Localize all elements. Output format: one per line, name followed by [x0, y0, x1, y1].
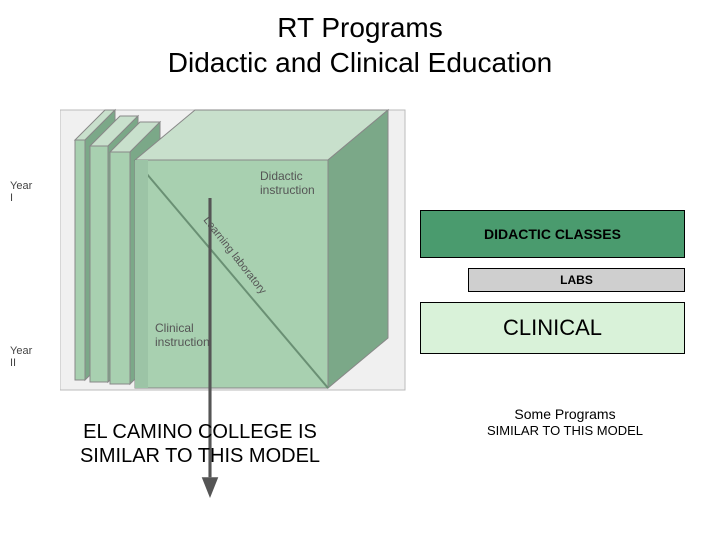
title-line2: Didactic and Clinical Education — [168, 47, 552, 78]
box-didactic: DIDACTIC CLASSES — [420, 210, 685, 258]
year1-label: Year I — [10, 180, 32, 204]
box-clinical-label: CLINICAL — [503, 315, 602, 341]
comparison-boxes: DIDACTIC CLASSES LABS CLINICAL — [420, 210, 685, 364]
right-caption-line2: SIMILAR TO THIS MODEL — [440, 423, 690, 440]
left-caption: EL CAMINO COLLEGE IS SIMILAR TO THIS MOD… — [55, 420, 345, 468]
box-didactic-label: DIDACTIC CLASSES — [484, 226, 621, 242]
box-labs: LABS — [468, 268, 685, 292]
right-caption-line1: Some Programs — [440, 405, 690, 423]
title-line1: RT Programs — [277, 12, 442, 43]
box-labs-label: LABS — [560, 273, 593, 287]
year2-label: Year II — [10, 345, 32, 369]
slide-title: RT Programs Didactic and Clinical Educat… — [0, 0, 720, 80]
block-diagram: Year I Year II — [60, 100, 420, 400]
box-clinical: CLINICAL — [420, 302, 685, 354]
right-caption: Some Programs SIMILAR TO THIS MODEL — [440, 405, 690, 440]
